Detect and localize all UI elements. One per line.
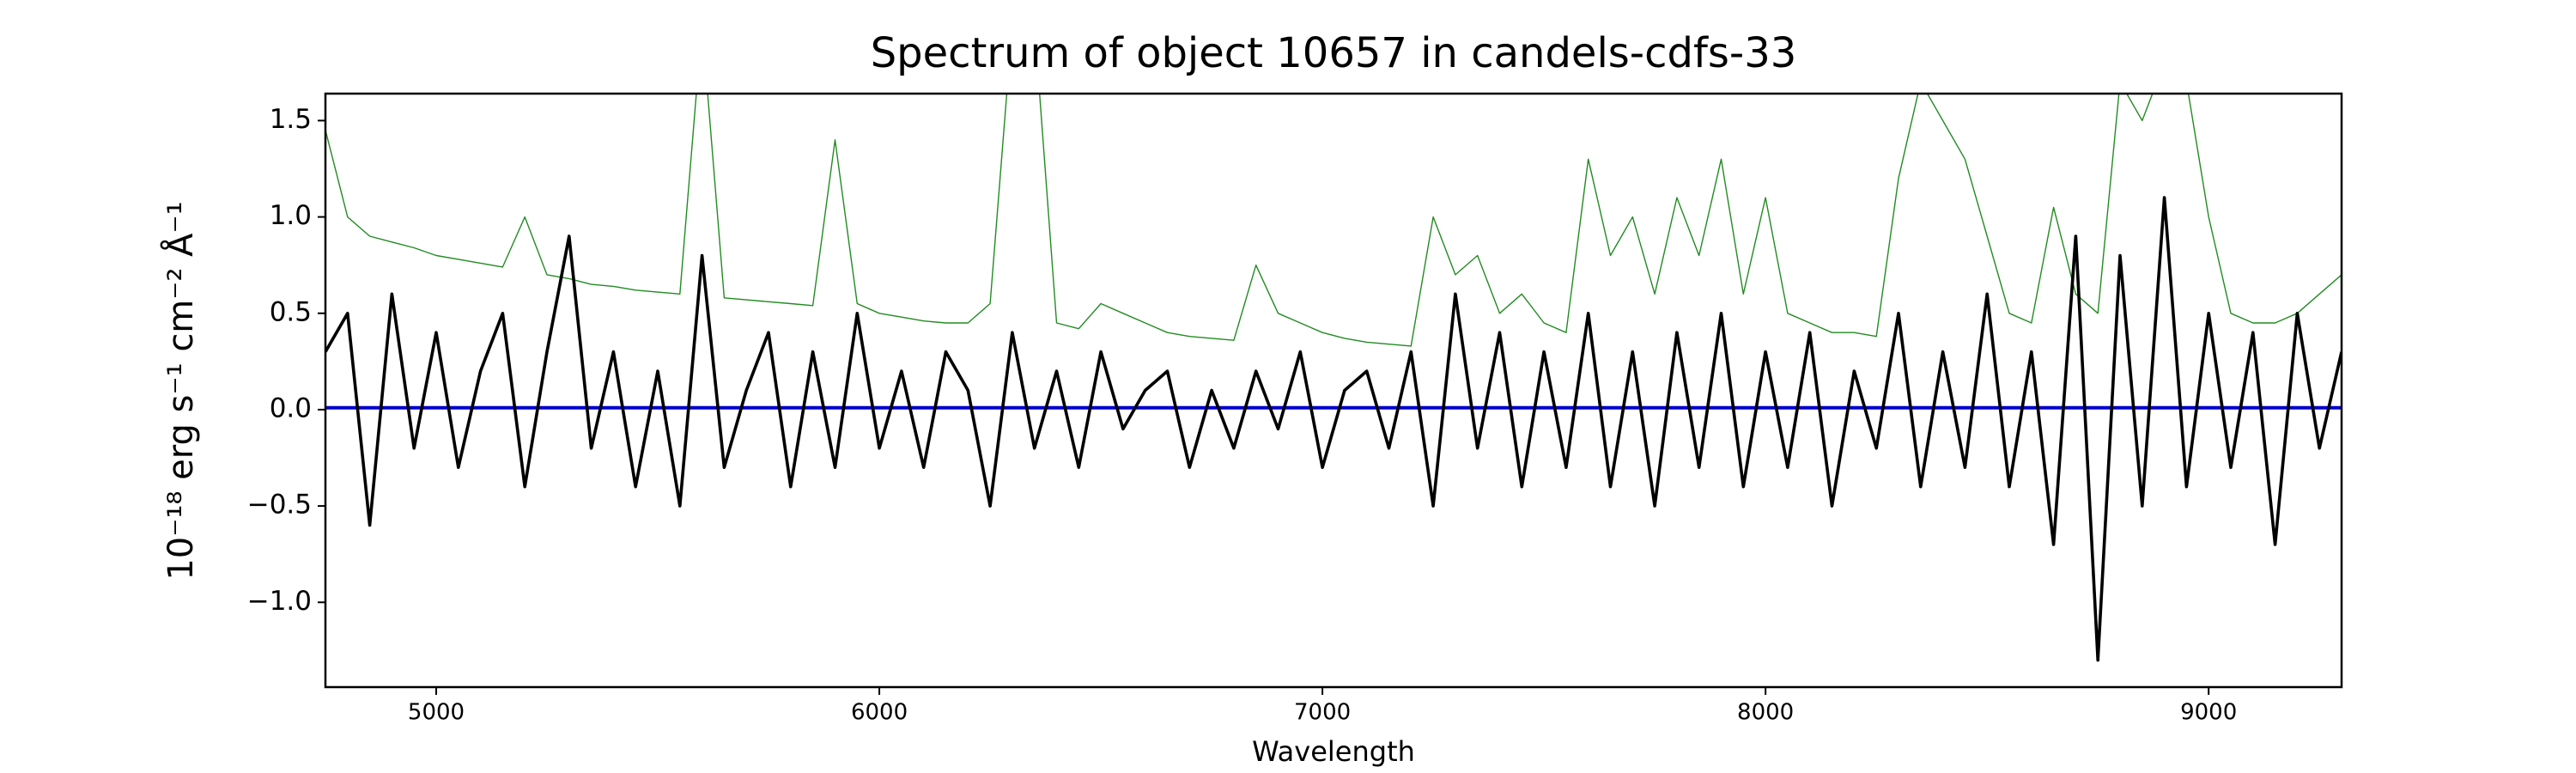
plot-area bbox=[325, 94, 2342, 662]
x-tick-label: 9000 bbox=[2180, 700, 2237, 726]
y-tick-label: 0.0 bbox=[270, 393, 312, 423]
y-tick-label: 1.5 bbox=[270, 104, 312, 135]
chart-title: Spectrum of object 10657 in candels-cdfs… bbox=[871, 29, 1797, 77]
x-tick-label: 6000 bbox=[851, 700, 908, 726]
y-tick-label: −0.5 bbox=[247, 490, 312, 520]
x-axis-label: Wavelength bbox=[1252, 735, 1415, 768]
y-tick-label: −1.0 bbox=[247, 586, 312, 617]
plot-frame bbox=[324, 92, 2343, 689]
x-tick-label: 7000 bbox=[1294, 700, 1351, 726]
x-tick-label: 5000 bbox=[408, 700, 465, 726]
x-tick-label: 8000 bbox=[1737, 700, 1794, 726]
spectrum-line bbox=[325, 94, 2342, 347]
spectrum-line bbox=[325, 196, 2342, 662]
y-tick-label: 1.0 bbox=[270, 200, 312, 231]
y-tick-label: 0.5 bbox=[270, 296, 312, 327]
y-axis-label: 10⁻¹⁸ erg s⁻¹ cm⁻² Å⁻¹ bbox=[160, 201, 201, 580]
